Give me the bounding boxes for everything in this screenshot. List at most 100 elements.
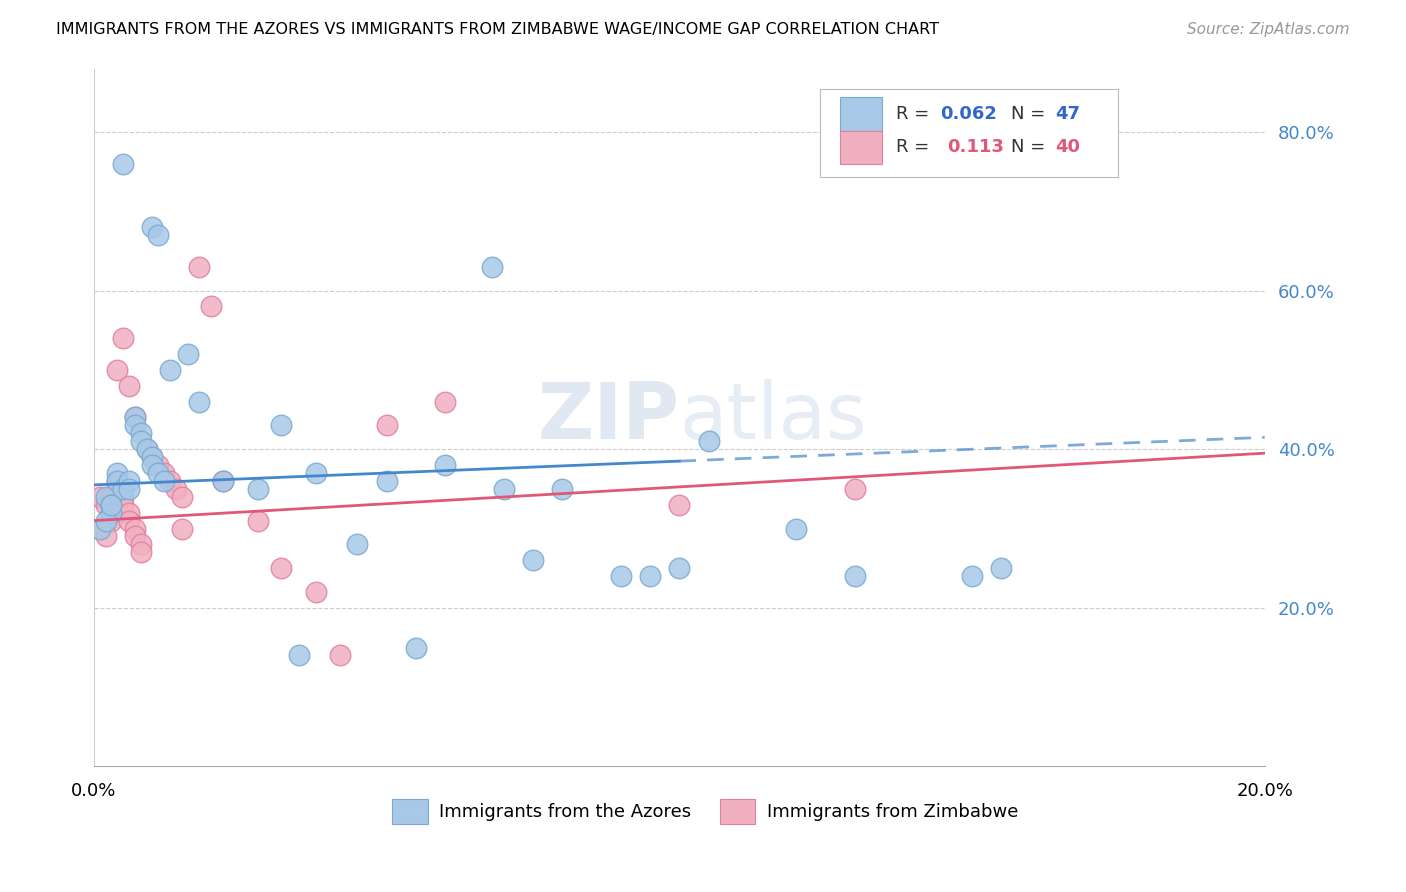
Point [375,474,398,488]
Point [105,363,128,377]
Point [141,220,163,235]
Text: Immigrants from the Azores: Immigrants from the Azores [439,803,692,821]
Text: N =: N = [1011,105,1050,123]
Point [141,450,163,465]
Text: ZIP: ZIP [537,379,679,456]
Point [124,529,146,543]
Point [112,498,135,512]
Point [89,522,111,536]
Point [246,482,269,496]
Point [211,474,233,488]
Bar [392,799,427,824]
Point [188,394,211,409]
Point [135,442,157,457]
Bar [839,130,882,164]
Point [100,506,122,520]
Point [94,529,117,543]
Point [124,410,146,425]
Text: 47: 47 [1054,105,1080,123]
Point [176,347,198,361]
Point [112,482,135,496]
Point [246,514,269,528]
Point [141,450,163,465]
Point [148,466,170,480]
Point [105,482,128,496]
Point [170,490,193,504]
Point [100,514,122,528]
Text: 0.113: 0.113 [948,138,1004,156]
Point [124,410,146,425]
Point [153,474,176,488]
Point [94,514,117,528]
Point [990,561,1012,575]
Point [522,553,544,567]
Point [434,394,457,409]
Text: N =: N = [1011,138,1050,156]
Point [118,482,141,496]
Point [159,363,181,377]
Point [668,561,690,575]
Point [112,157,135,171]
Point [118,506,141,520]
Point [170,522,193,536]
Point [105,466,128,480]
Point [100,506,122,520]
Point [153,466,176,480]
Point [697,434,720,449]
Point [305,466,328,480]
Text: Source: ZipAtlas.com: Source: ZipAtlas.com [1187,22,1350,37]
Text: R =: R = [896,105,935,123]
Point [89,522,111,536]
FancyBboxPatch shape [820,89,1118,177]
Point [118,378,141,392]
Point [141,458,163,472]
Point [270,561,292,575]
Point [346,537,368,551]
Point [960,569,983,583]
Text: 40: 40 [1054,138,1080,156]
Point [112,331,135,345]
Text: Immigrants from Zimbabwe: Immigrants from Zimbabwe [768,803,1018,821]
Point [129,537,152,551]
Point [105,474,128,488]
Point [89,490,111,504]
Point [118,514,141,528]
Text: IMMIGRANTS FROM THE AZORES VS IMMIGRANTS FROM ZIMBABWE WAGE/INCOME GAP CORRELATI: IMMIGRANTS FROM THE AZORES VS IMMIGRANTS… [56,22,939,37]
Point [270,418,292,433]
Point [305,585,328,599]
Point [148,228,170,243]
Point [94,490,117,504]
Point [668,498,690,512]
Text: 0.062: 0.062 [941,105,997,123]
Point [481,260,503,274]
Point [200,300,222,314]
Point [129,434,152,449]
Point [100,490,122,504]
Point [405,640,427,655]
Point [118,474,141,488]
Bar [839,97,882,130]
Point [124,522,146,536]
Point [165,482,187,496]
Point [129,545,152,559]
Point [124,418,146,433]
Point [129,426,152,441]
Point [492,482,515,496]
Point [159,474,181,488]
Text: R =: R = [896,138,941,156]
Point [188,260,211,274]
Point [100,498,122,512]
Point [148,458,170,472]
Point [329,648,352,663]
Point [844,482,866,496]
Point [112,490,135,504]
Point [94,498,117,512]
Point [288,648,311,663]
Point [105,474,128,488]
Point [100,498,122,512]
Point [211,474,233,488]
Point [638,569,661,583]
Bar [720,799,755,824]
Text: atlas: atlas [679,379,868,456]
Point [844,569,866,583]
